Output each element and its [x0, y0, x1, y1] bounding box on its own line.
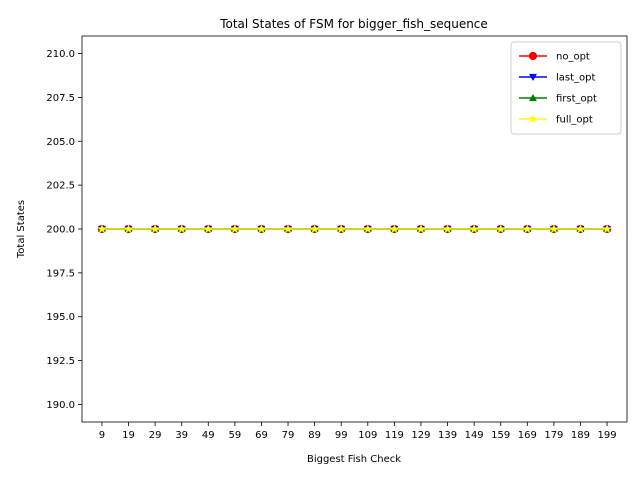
x-tick-label: 199	[598, 430, 617, 441]
legend-marker-last_opt	[528, 73, 538, 82]
x-tick-label: 99	[335, 430, 348, 441]
x-tick-label: 19	[122, 430, 135, 441]
x-axis-label: Biggest Fish Check	[307, 454, 401, 465]
x-tick-label: 89	[308, 430, 321, 441]
x-tick-label: 129	[411, 430, 430, 441]
legend-label-no_opt: no_opt	[556, 52, 590, 63]
x-tick-label: 109	[358, 430, 377, 441]
x-tick-label: 119	[385, 430, 404, 441]
x-tick-label: 149	[465, 430, 484, 441]
x-tick-label: 39	[175, 430, 188, 441]
data-point-full_opt	[230, 224, 240, 233]
x-tick-label: 79	[282, 430, 295, 441]
legend-label-full_opt: full_opt	[556, 115, 593, 126]
legend-label-first_opt: first_opt	[556, 94, 597, 105]
data-point-full_opt	[416, 224, 426, 233]
plot-area: 9 19 29 39 49 59 69 79 89 99 109 119 129 139 149 159 169…	[46, 35, 628, 441]
x-tick-label: 49	[202, 430, 215, 441]
data-point-full_opt	[177, 224, 187, 233]
x-tick-label: 189	[571, 430, 590, 441]
x-tick-label: 139	[438, 430, 457, 441]
y-tick-label: 197.5	[46, 268, 75, 279]
y-tick-label: 200.0	[46, 225, 75, 236]
data-point-full_opt	[469, 224, 479, 233]
data-point-full_opt	[150, 224, 160, 233]
data-point-full_opt	[256, 224, 267, 233]
data-point-full_opt	[123, 224, 134, 233]
data-point-full_opt	[442, 224, 453, 233]
data-point-full_opt	[389, 224, 399, 233]
data-point-full_opt	[496, 224, 506, 233]
data-point-full_opt	[363, 224, 373, 233]
legend-marker-full_opt	[528, 114, 538, 123]
legend-label-last_opt: last_opt	[556, 73, 596, 84]
data-point-full_opt	[549, 224, 559, 233]
data-point-full_opt	[602, 224, 612, 233]
y-tick-label: 190.0	[46, 400, 75, 411]
chart-title: Total States of FSM for bigger_fish_sequ…	[219, 17, 488, 31]
y-axis-label: Total States	[16, 200, 27, 259]
legend-box	[510, 41, 622, 135]
x-tick-label: 159	[491, 430, 510, 441]
x-tick-label: 29	[149, 430, 162, 441]
data-point-full_opt	[310, 224, 320, 233]
x-tick-label: 169	[518, 430, 537, 441]
x-tick-label: 9	[99, 430, 105, 441]
data-point-full_opt	[575, 224, 586, 233]
data-point-full_opt	[203, 224, 213, 233]
legend-marker-first_opt	[528, 93, 538, 102]
data-point-full_opt	[522, 224, 532, 233]
y-tick-label: 210.0	[46, 49, 75, 60]
data-point-full_opt	[336, 224, 346, 233]
x-tick-label: 59	[228, 430, 241, 441]
y-tick-label: 207.5	[46, 93, 75, 104]
x-tick-label: 69	[255, 430, 268, 441]
y-tick-label: 192.5	[46, 356, 75, 367]
x-tick-label: 179	[544, 430, 563, 441]
y-tick-label: 195.0	[46, 312, 75, 323]
y-tick-label: 205.0	[46, 137, 75, 148]
legend-marker-no_opt	[528, 51, 538, 61]
data-point-full_opt	[97, 224, 107, 233]
data-point-full_opt	[283, 224, 293, 233]
legend: no_opt last_opt first_opt full_opt	[510, 41, 622, 135]
y-tick-label: 202.5	[46, 181, 75, 192]
